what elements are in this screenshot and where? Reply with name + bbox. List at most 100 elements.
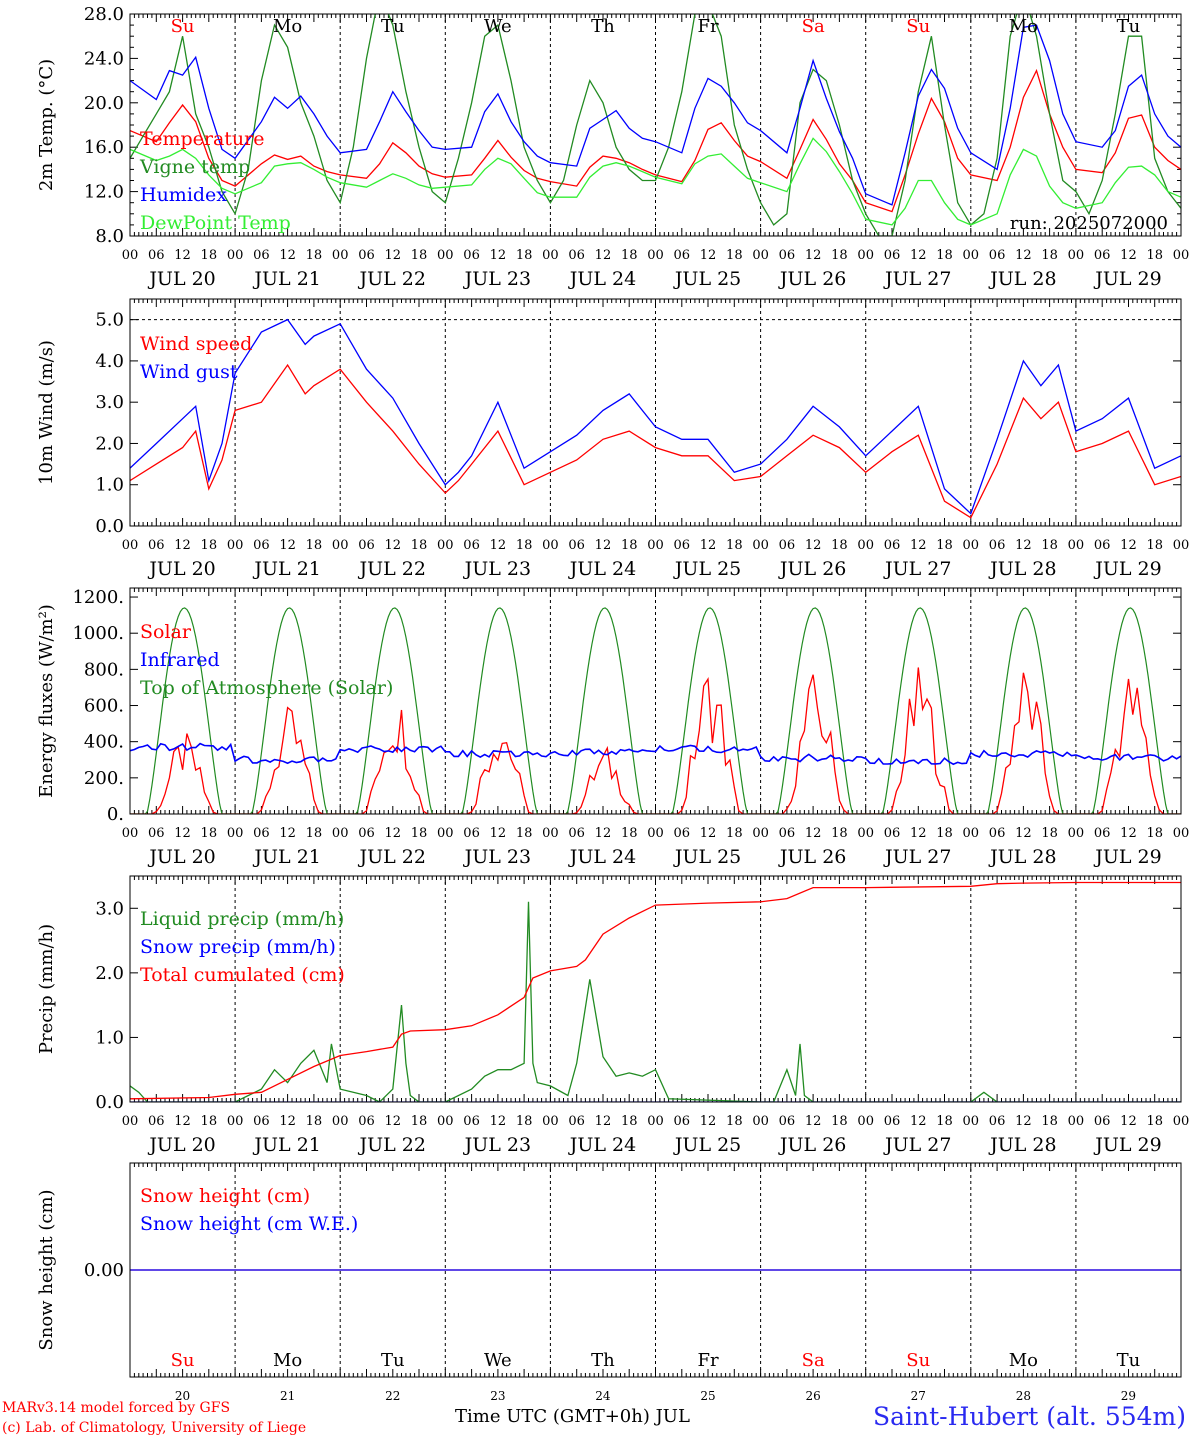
day-of-week-label: Fr [698, 1350, 719, 1371]
hour-tick-label: 06 [463, 826, 480, 841]
hour-tick-label: 06 [463, 1114, 480, 1129]
day-of-week-label: We [484, 1350, 512, 1371]
y-tick-label: 4.0 [95, 351, 124, 372]
panel-5: 0.00 Snow height (cm) Snow height (cm) Snow… [36, 1162, 1182, 1403]
hour-tick-label: 06 [989, 538, 1006, 553]
y-tick-label: 0.0 [95, 1092, 124, 1113]
date-label: JUL 27 [883, 846, 951, 868]
hour-tick-label: 12 [490, 1114, 507, 1129]
hour-tick-label: 12 [174, 538, 191, 553]
hour-tick-label: 18 [831, 826, 848, 841]
series-dewpoint-temp [130, 137, 1181, 226]
date-label: JUL 29 [1093, 268, 1161, 290]
hour-tick-label: 12 [384, 248, 401, 263]
hour-tick-label: 00 [647, 826, 664, 841]
hour-tick-label: 18 [201, 826, 218, 841]
hour-tick-label: 12 [279, 1114, 296, 1129]
hour-tick-label: 12 [910, 248, 927, 263]
day-of-week-label: Th [591, 16, 615, 37]
hour-tick-label: 06 [884, 538, 901, 553]
hour-tick-label: 18 [516, 826, 533, 841]
hour-tick-label: 18 [1041, 1114, 1058, 1129]
hour-tick-label: 12 [595, 248, 612, 263]
date-label: JUL 28 [988, 268, 1056, 290]
hour-tick-label: 00 [963, 826, 980, 841]
hour-tick-label: 18 [936, 1114, 953, 1129]
hour-tick-label: 00 [1173, 248, 1190, 263]
hour-tick-label: 00 [437, 1114, 454, 1129]
legend-entry: Snow height (cm) [140, 1185, 310, 1207]
y-tick-label: 1200. [72, 587, 124, 608]
hour-tick-label: 06 [1094, 826, 1111, 841]
hour-tick-label: 06 [253, 1114, 270, 1129]
hour-tick-label: 12 [490, 538, 507, 553]
y-axis-label: Energy fluxes (W/m²) [36, 604, 57, 798]
hour-tick-label: 18 [726, 1114, 743, 1129]
hour-tick-label: 18 [411, 1114, 428, 1129]
y-tick-label: 0.00 [84, 1260, 124, 1281]
legend-entry: Humidex [140, 184, 227, 206]
date-label: JUL 22 [358, 558, 426, 580]
hour-tick-label: 12 [700, 1114, 717, 1129]
hour-tick-label: 00 [857, 1114, 874, 1129]
hour-tick-label: 00 [227, 248, 244, 263]
hour-tick-label: 18 [726, 538, 743, 553]
hour-tick-label: 00 [647, 248, 664, 263]
hour-tick-label: 00 [857, 826, 874, 841]
y-tick-label: 16.0 [84, 137, 124, 158]
hour-tick-label: 12 [805, 538, 822, 553]
day-number-label: 26 [806, 1389, 821, 1403]
date-label: JUL 25 [673, 846, 741, 868]
date-label: JUL 28 [988, 846, 1056, 868]
legend-entry: Total cumulated (cm) [140, 964, 345, 986]
hour-tick-label: 12 [910, 538, 927, 553]
hour-tick-label: 00 [963, 538, 980, 553]
hour-tick-label: 18 [621, 1114, 638, 1129]
panel-3: 0. 200. 400. 600. 800. 1000. 1200. Energy fluxe… [36, 587, 1189, 868]
day-of-week-label: Mo [1009, 1350, 1038, 1371]
hour-tick-label: 06 [1094, 538, 1111, 553]
run-label: run: 2025072000 [1010, 213, 1168, 234]
hour-tick-label: 18 [516, 538, 533, 553]
date-label: JUL 23 [463, 1134, 531, 1156]
hour-tick-label: 18 [936, 826, 953, 841]
hour-tick-label: 12 [910, 1114, 927, 1129]
hour-tick-label: 06 [1094, 248, 1111, 263]
date-label: JUL 28 [988, 558, 1056, 580]
date-label: JUL 26 [778, 1134, 846, 1156]
date-label: JUL 22 [358, 268, 426, 290]
hour-tick-label: 06 [989, 1114, 1006, 1129]
series-liquid-precip-mm-h- [130, 901, 1181, 1102]
hour-tick-label: 06 [884, 1114, 901, 1129]
hour-tick-label: 00 [332, 826, 349, 841]
legend-entry: DewPoint Temp [140, 212, 291, 234]
plot-area [130, 318, 1181, 519]
hour-tick-label: 06 [148, 248, 165, 263]
day-of-week-label: Su [171, 16, 195, 37]
plot-frame [129, 1162, 1182, 1378]
legend-entry: Wind gust [140, 361, 238, 383]
hour-tick-label: 18 [516, 248, 533, 263]
hour-tick-label: 06 [779, 1114, 796, 1129]
day-of-week-label: Tu [1117, 1350, 1141, 1371]
hour-tick-label: 12 [1015, 248, 1032, 263]
panel-1: 8.0 12.0 16.0 20.0 24.0 28.0 2m Temp. (°C) Temp… [36, 4, 1190, 290]
series-vigne-temp [130, 14, 1181, 236]
day-of-week-label: Tu [1117, 16, 1141, 37]
hour-tick-label: 06 [568, 1114, 585, 1129]
day-of-week-label: Su [171, 1350, 195, 1371]
y-axis-label: Precip (mm/h) [36, 924, 57, 1054]
hour-tick-label: 12 [1015, 1114, 1032, 1129]
hour-tick-label: 06 [358, 248, 375, 263]
legend-entry: Wind speed [140, 333, 252, 355]
hour-tick-label: 12 [595, 826, 612, 841]
legend-entry: Temperature [140, 128, 264, 150]
date-label: JUL 21 [252, 1134, 320, 1156]
hour-tick-label: 00 [122, 1114, 139, 1129]
hour-tick-label: 00 [647, 538, 664, 553]
hour-tick-label: 00 [332, 538, 349, 553]
hour-tick-label: 18 [1146, 538, 1163, 553]
legend-entry: Snow height (cm W.E.) [140, 1213, 358, 1235]
y-tick-label: 1.0 [95, 475, 124, 496]
